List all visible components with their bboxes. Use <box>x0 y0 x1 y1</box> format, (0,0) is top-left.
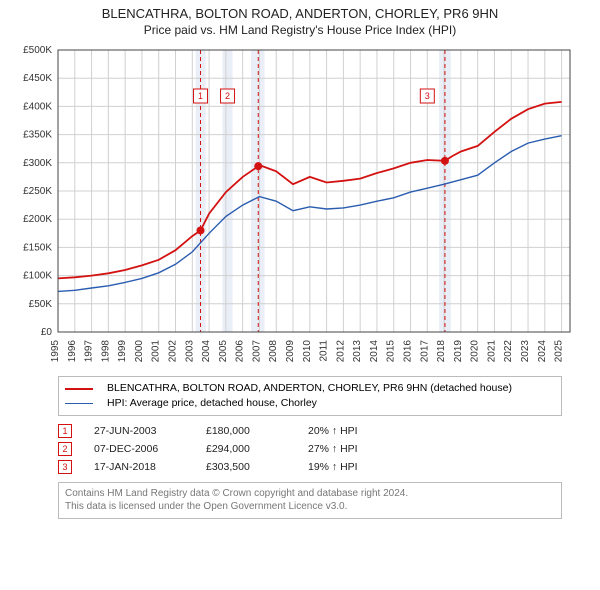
sale-delta: 20% ↑ HPI <box>308 425 358 437</box>
legend-label: HPI: Average price, detached house, Chor… <box>107 396 317 411</box>
svg-text:2018: 2018 <box>436 340 447 363</box>
svg-text:£200K: £200K <box>23 215 52 226</box>
svg-text:1995: 1995 <box>50 340 61 363</box>
svg-text:2019: 2019 <box>453 340 464 363</box>
legend-item: HPI: Average price, detached house, Chor… <box>65 396 555 411</box>
svg-text:£400K: £400K <box>23 102 52 113</box>
sale-delta: 27% ↑ HPI <box>308 443 358 455</box>
svg-text:2020: 2020 <box>470 340 481 363</box>
svg-text:2: 2 <box>225 91 230 101</box>
sale-price: £180,000 <box>206 425 286 437</box>
sale-delta: 19% ↑ HPI <box>308 461 358 473</box>
svg-text:£100K: £100K <box>23 271 52 282</box>
sale-row: 3 17-JAN-2018 £303,500 19% ↑ HPI <box>58 458 562 476</box>
footer-line-2: This data is licensed under the Open Gov… <box>65 500 555 514</box>
svg-text:£350K: £350K <box>23 130 52 141</box>
sale-marker-box: 1 <box>58 424 72 438</box>
svg-text:2015: 2015 <box>386 340 397 363</box>
chart-subtitle: Price paid vs. HM Land Registry's House … <box>10 23 590 39</box>
chart-svg: £0 £50K £100K £150K £200K £250K £300K £350K £400… <box>10 42 590 372</box>
svg-text:2005: 2005 <box>218 340 229 363</box>
svg-text:2008: 2008 <box>268 340 279 363</box>
svg-text:2022: 2022 <box>503 340 514 363</box>
svg-text:2007: 2007 <box>251 340 262 363</box>
legend-label: BLENCATHRA, BOLTON ROAD, ANDERTON, CHORL… <box>107 381 512 396</box>
sale-date: 27-JUN-2003 <box>94 425 184 437</box>
svg-text:2025: 2025 <box>554 340 565 363</box>
svg-text:2011: 2011 <box>319 340 330 362</box>
svg-text:2012: 2012 <box>335 340 346 363</box>
footer: Contains HM Land Registry data © Crown c… <box>58 482 562 519</box>
chart-title: BLENCATHRA, BOLTON ROAD, ANDERTON, CHORL… <box>10 6 590 23</box>
svg-text:2023: 2023 <box>520 340 531 363</box>
legend: BLENCATHRA, BOLTON ROAD, ANDERTON, CHORL… <box>58 376 562 415</box>
svg-text:2013: 2013 <box>352 340 363 363</box>
svg-text:2000: 2000 <box>134 340 145 363</box>
sale-row: 1 27-JUN-2003 £180,000 20% ↑ HPI <box>58 422 562 440</box>
svg-text:2016: 2016 <box>403 340 414 363</box>
svg-text:2003: 2003 <box>184 340 195 363</box>
footer-line-1: Contains HM Land Registry data © Crown c… <box>65 487 555 501</box>
svg-text:£300K: £300K <box>23 158 52 169</box>
svg-text:2017: 2017 <box>419 340 430 363</box>
svg-text:1999: 1999 <box>117 340 128 363</box>
svg-text:2001: 2001 <box>151 340 162 363</box>
svg-text:1997: 1997 <box>84 340 95 363</box>
sale-price: £294,000 <box>206 443 286 455</box>
sale-marker-box: 3 <box>58 460 72 474</box>
svg-text:2014: 2014 <box>369 340 380 363</box>
svg-text:£250K: £250K <box>23 186 52 197</box>
svg-text:2004: 2004 <box>201 340 212 363</box>
legend-swatch <box>65 403 93 404</box>
svg-text:3: 3 <box>425 91 430 101</box>
sale-date: 07-DEC-2006 <box>94 443 184 455</box>
legend-item: BLENCATHRA, BOLTON ROAD, ANDERTON, CHORL… <box>65 381 555 396</box>
svg-text:£450K: £450K <box>23 74 52 85</box>
sale-row: 2 07-DEC-2006 £294,000 27% ↑ HPI <box>58 440 562 458</box>
price-chart-container: BLENCATHRA, BOLTON ROAD, ANDERTON, CHORL… <box>0 0 600 590</box>
svg-text:2009: 2009 <box>285 340 296 363</box>
sales-table: 1 27-JUN-2003 £180,000 20% ↑ HPI 2 07-DEC-200… <box>58 422 562 476</box>
svg-text:£50K: £50K <box>29 299 53 310</box>
svg-text:1: 1 <box>198 91 203 101</box>
svg-text:£0: £0 <box>41 327 53 338</box>
legend-swatch <box>65 388 93 390</box>
sale-date: 17-JAN-2018 <box>94 461 184 473</box>
svg-text:1998: 1998 <box>100 340 111 363</box>
sale-price: £303,500 <box>206 461 286 473</box>
svg-text:2002: 2002 <box>168 340 179 363</box>
svg-text:£500K: £500K <box>23 45 52 56</box>
sale-marker-box: 2 <box>58 442 72 456</box>
svg-text:2010: 2010 <box>302 340 313 363</box>
svg-text:1996: 1996 <box>67 340 78 363</box>
svg-text:£150K: £150K <box>23 243 52 254</box>
svg-text:2024: 2024 <box>537 340 548 363</box>
svg-text:2006: 2006 <box>235 340 246 363</box>
svg-text:2021: 2021 <box>486 340 497 363</box>
